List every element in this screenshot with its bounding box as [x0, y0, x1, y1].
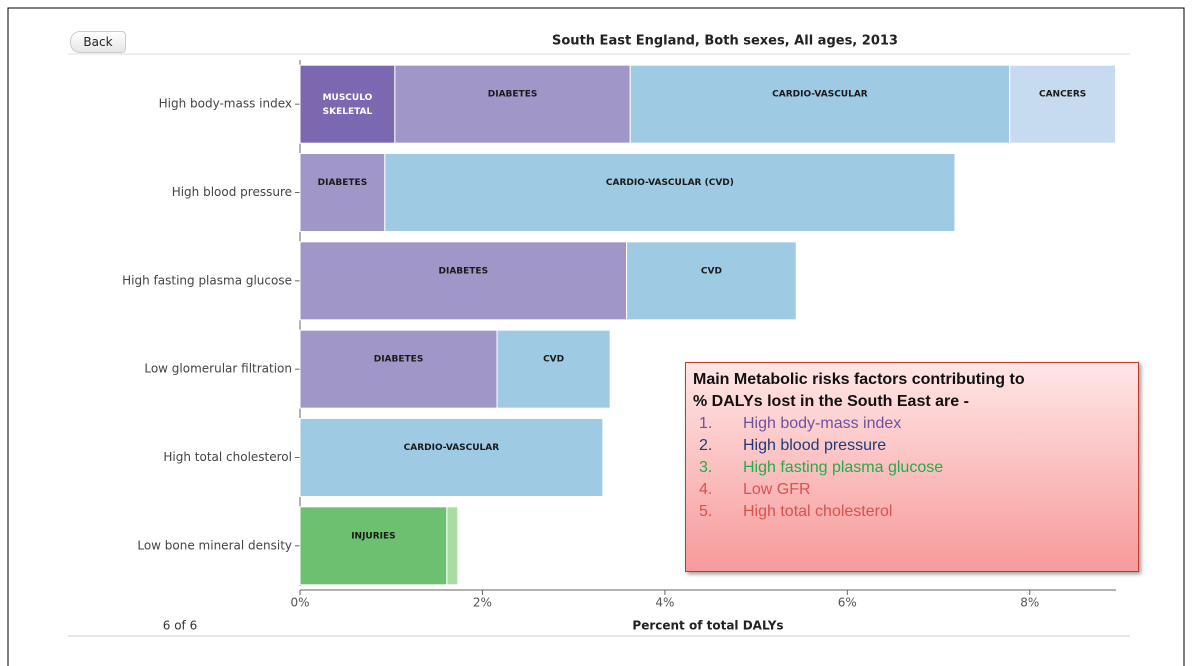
x-tick-label: 6%: [838, 596, 857, 610]
segment-label: CARDIO-VASCULAR: [772, 90, 868, 100]
x-tick-label: 2%: [473, 596, 492, 610]
item-number: 1.: [699, 415, 713, 432]
y-tick-label: High total cholesterol: [163, 450, 292, 464]
bar-segment: [299, 506, 448, 586]
segment-label: DIABETES: [488, 90, 538, 100]
y-tick-label: Low glomerular filtration: [144, 362, 292, 376]
bar-segment: [299, 241, 628, 321]
frame: [7, 7, 1185, 666]
bar-segment: [299, 418, 604, 497]
segment-label: INJURIES: [351, 531, 395, 541]
segment-label: MUSCULO SKELETAL: [323, 93, 373, 117]
bar-segment: [446, 506, 459, 586]
y-tick-label: Low bone mineral density: [137, 538, 292, 552]
annotation-item: 3. High fasting plasma glucose: [693, 457, 1131, 479]
back-button[interactable]: Back: [70, 31, 126, 53]
bar-segment: [629, 64, 1011, 144]
y-tick-label: High blood pressure: [172, 185, 292, 199]
segment-label: CARDIO-VASCULAR: [404, 443, 500, 453]
bar-segment: [384, 153, 956, 232]
item-number: 3.: [699, 459, 713, 476]
bar-segment: [496, 329, 611, 409]
y-tick-label: High fasting plasma glucose: [122, 273, 292, 287]
annotation-heading: % DALYs lost in the South East are -: [693, 393, 969, 410]
segment-label-line: SKELETAL: [323, 107, 373, 117]
segment-label: CVD: [543, 355, 564, 365]
annotation-item: 2. High blood pressure: [693, 435, 1131, 457]
segment-label-line: MUSCULO: [323, 93, 373, 103]
item-number: 2.: [699, 437, 713, 454]
bar-segment: [299, 64, 396, 144]
bar-segment: [299, 329, 498, 409]
annotation-item: 5. High total cholesterol: [693, 501, 1131, 523]
bar-segment: [299, 153, 386, 232]
item-number: 5.: [699, 503, 713, 520]
x-tick-label: 4%: [655, 596, 674, 610]
item-text: High fasting plasma glucose: [743, 459, 944, 476]
bar-segment: [394, 64, 631, 144]
segment-label: DIABETES: [318, 178, 368, 188]
item-number: 4.: [699, 481, 713, 498]
x-tick-label: 8%: [1020, 596, 1039, 610]
annotation-heading: Main Metabolic risks factors contributin…: [693, 371, 1025, 388]
bar-segment: [626, 241, 797, 321]
item-text: High total cholesterol: [743, 503, 893, 520]
segment-label: DIABETES: [374, 355, 424, 365]
item-text: Low GFR: [743, 481, 811, 498]
segment-label: CARDIO-VASCULAR (CVD): [606, 178, 734, 188]
annotation: Main Metabolic risks factors contributin…: [685, 362, 1139, 572]
segment-label: CANCERS: [1039, 90, 1086, 100]
annotation-item: 1. High body-mass index: [693, 413, 1131, 435]
pager: 6 of 6: [163, 619, 197, 633]
chart-title: South East England, Both sexes, All ages…: [552, 34, 898, 49]
x-tick-label: 0%: [290, 596, 309, 610]
annotation-item: 4. Low GFR: [693, 479, 1131, 501]
x-axis-label: Percent of total DALYs: [632, 619, 783, 633]
segment-label: DIABETES: [439, 266, 489, 276]
bar-segment: [1009, 64, 1117, 144]
item-text: High body-mass index: [743, 415, 902, 432]
segment-label: CVD: [701, 266, 722, 276]
y-tick-label: High body-mass index: [159, 97, 292, 111]
item-text: High blood pressure: [743, 437, 887, 454]
